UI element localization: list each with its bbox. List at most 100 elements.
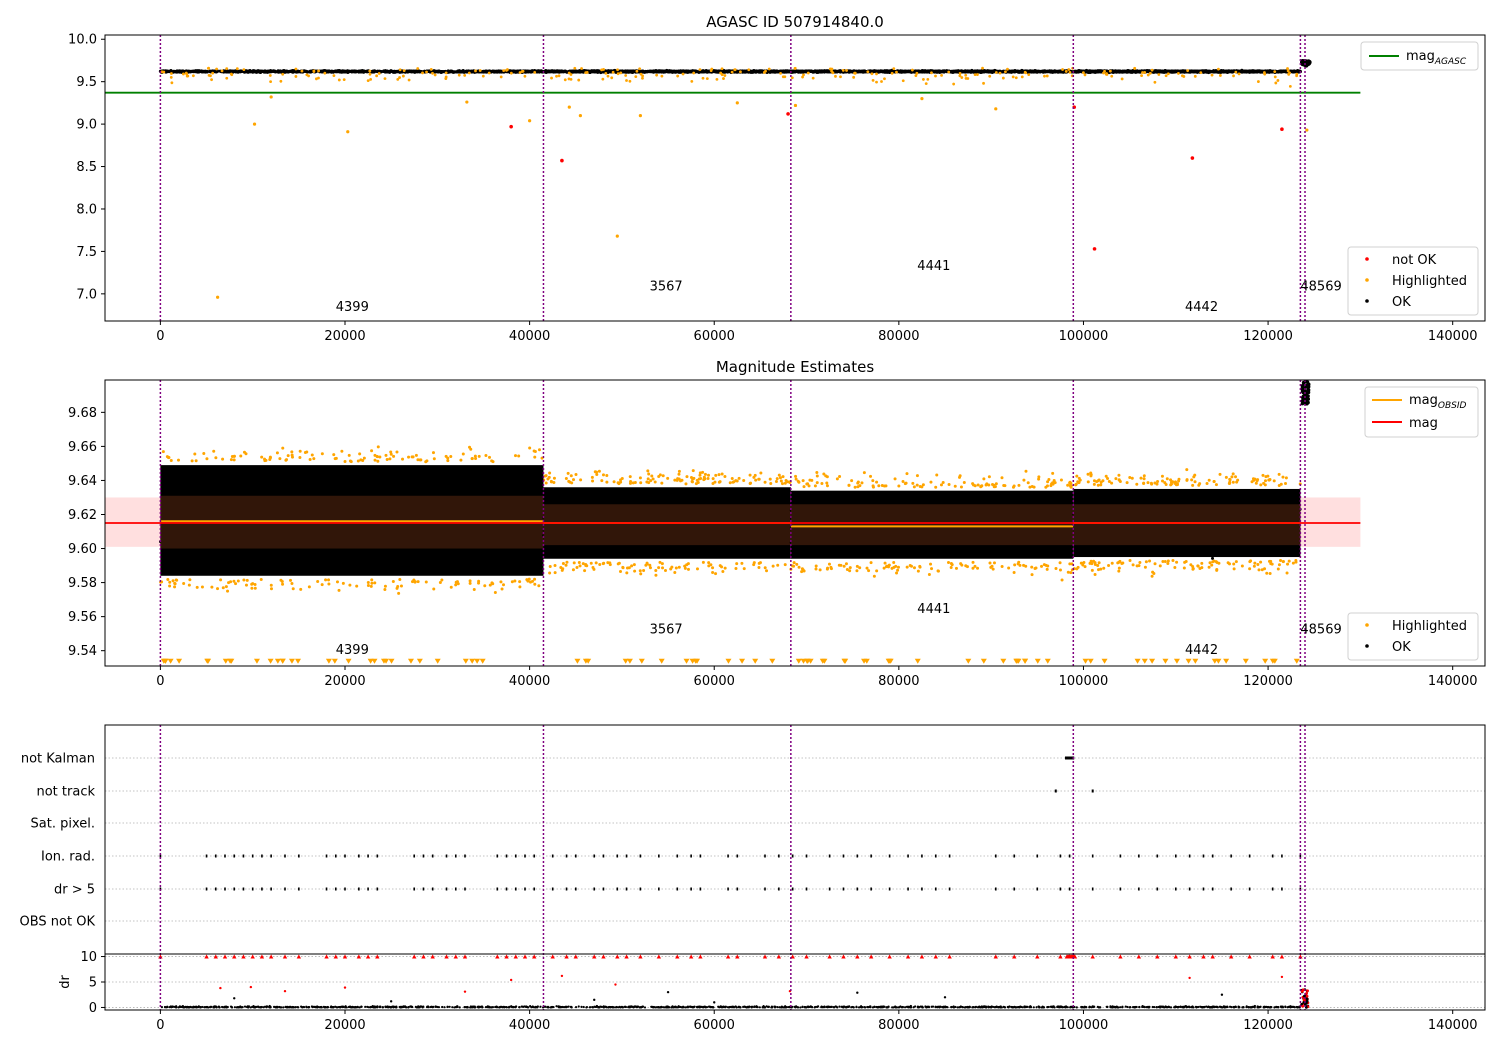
ok-point <box>391 487 395 491</box>
highlighted-point <box>465 100 469 104</box>
highlighted-point <box>383 77 387 80</box>
highlighted-point <box>281 72 285 76</box>
ok-point <box>376 69 380 73</box>
highlighted-point <box>1018 563 1022 567</box>
highlighted-point <box>1099 480 1103 484</box>
highlighted-point <box>1212 479 1216 483</box>
highlighted-point <box>681 72 685 76</box>
highlighted-point <box>1000 476 1004 480</box>
highlighted-point <box>911 68 914 72</box>
highlighted-point <box>706 476 710 480</box>
ok-point <box>1124 69 1128 73</box>
highlighted-point <box>654 573 658 577</box>
highlighted-point <box>1066 570 1070 574</box>
highlighted-point <box>711 566 715 570</box>
highlighted-point <box>1140 74 1143 78</box>
highlighted-point <box>683 566 687 570</box>
highlighted-point <box>1142 477 1146 481</box>
highlighted-point <box>1265 571 1269 575</box>
highlighted-point <box>518 585 522 589</box>
highlighted-point <box>1117 478 1121 482</box>
highlighted-point <box>305 450 309 454</box>
highlighted-point <box>505 68 508 72</box>
highlighted-point <box>449 585 453 589</box>
highlighted-point <box>871 484 875 488</box>
highlighted-point <box>707 561 711 565</box>
ok-point <box>1134 69 1138 73</box>
highlighted-point <box>401 74 405 78</box>
highlighted-point <box>628 79 632 83</box>
highlighted-point <box>1093 573 1097 577</box>
highlighted-point <box>398 578 402 582</box>
highlighted-point <box>927 572 931 576</box>
highlighted-point <box>650 474 654 478</box>
highlighted-point <box>697 477 701 481</box>
highlighted-point <box>337 588 341 592</box>
highlighted-point <box>921 483 925 487</box>
highlighted-point <box>591 479 595 483</box>
ok-point <box>1215 70 1219 74</box>
ok-point <box>920 69 925 73</box>
highlighted-point <box>715 77 719 81</box>
highlighted-point <box>892 561 896 565</box>
highlighted-point <box>625 571 629 575</box>
highlighted-point <box>814 564 818 568</box>
highlighted-point <box>1165 477 1169 481</box>
x-tick-label: 120000 <box>1243 329 1293 344</box>
highlighted-point <box>777 473 781 477</box>
highlighted-point <box>616 72 620 76</box>
ok-point <box>1131 69 1135 74</box>
highlighted-point <box>190 459 194 463</box>
highlighted-point <box>401 457 405 461</box>
highlighted-point <box>856 485 860 489</box>
ok-point <box>1040 69 1044 73</box>
highlighted-point <box>1064 70 1068 73</box>
x-tick-label: 80000 <box>878 329 919 344</box>
highlighted-point <box>565 560 569 564</box>
highlighted-point <box>407 78 411 82</box>
highlighted-point <box>666 476 670 480</box>
highlighted-point <box>573 66 577 70</box>
highlighted-point <box>290 450 294 454</box>
highlighted-point <box>605 474 609 478</box>
highlighted-point <box>723 74 727 77</box>
highlighted-point <box>1184 559 1188 563</box>
highlighted-point <box>901 479 905 483</box>
highlighted-point <box>701 76 705 80</box>
highlighted-point <box>440 578 444 582</box>
ok-point <box>1055 69 1059 74</box>
highlighted-point <box>1102 71 1105 75</box>
highlighted-point <box>457 73 461 77</box>
highlighted-point <box>564 477 568 481</box>
highlighted-point <box>414 453 418 457</box>
x-tick-label: 0 <box>156 329 164 344</box>
highlighted-point <box>734 567 738 571</box>
highlighted-point <box>1107 564 1111 568</box>
highlighted-point <box>294 75 298 78</box>
highlighted-point <box>1104 474 1108 478</box>
highlighted-point <box>1286 67 1289 70</box>
highlighted-point <box>892 67 896 71</box>
highlighted-point <box>574 473 578 477</box>
highlighted-point <box>926 78 930 81</box>
ok-point <box>459 70 463 74</box>
highlighted-point <box>1017 560 1021 564</box>
highlighted-point <box>976 483 980 487</box>
highlighted-point <box>1024 71 1028 75</box>
highlighted-point <box>1232 74 1235 78</box>
x-tick-label: 60000 <box>694 329 735 344</box>
not-ok-point <box>1280 127 1284 132</box>
highlighted-point <box>884 565 888 569</box>
highlighted-point <box>1285 571 1289 575</box>
highlighted-point <box>723 566 727 570</box>
highlighted-point <box>1277 563 1281 567</box>
highlighted-point <box>794 474 798 478</box>
highlighted-point <box>212 449 216 453</box>
highlighted-point <box>625 79 628 82</box>
highlighted-point <box>1130 476 1134 480</box>
highlighted-point <box>1068 70 1072 74</box>
highlighted-point <box>278 457 282 461</box>
ok-point <box>1030 70 1034 74</box>
highlighted-point <box>571 568 575 572</box>
highlighted-point <box>763 480 767 484</box>
